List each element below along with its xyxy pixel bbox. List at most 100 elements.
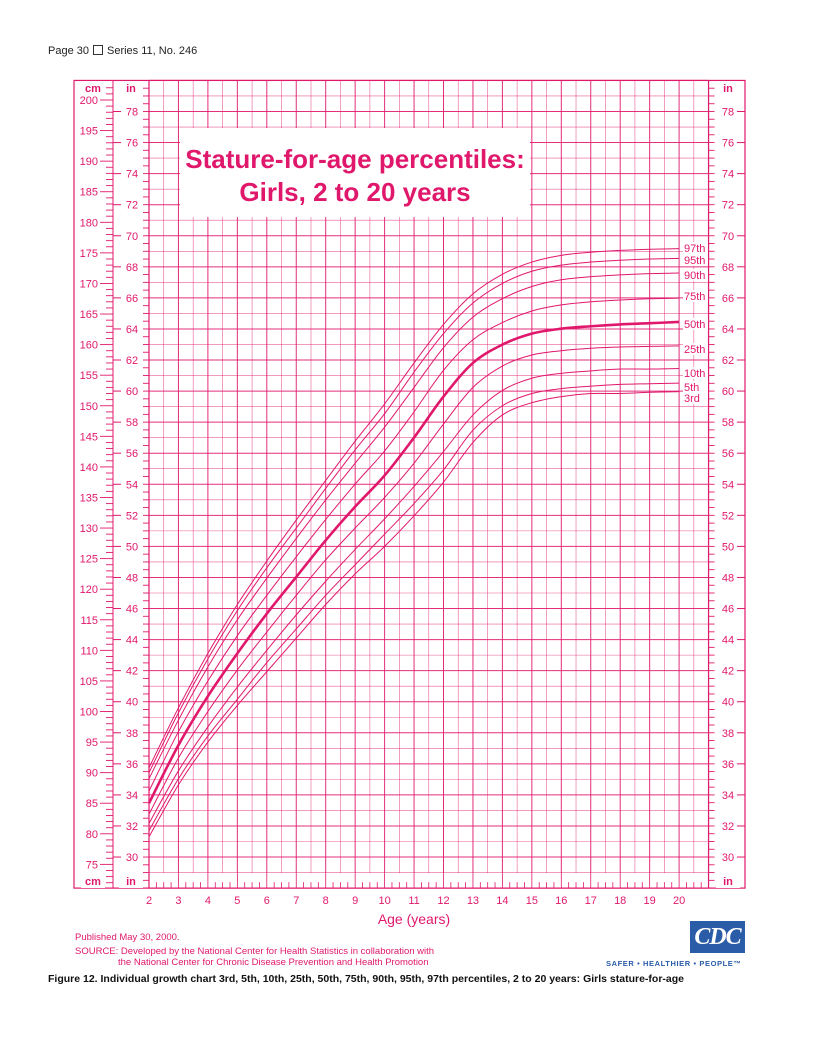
chart-title: Stature-for-age percentiles: [185, 144, 525, 174]
in-tick-label-left: 32 [126, 821, 138, 833]
x-tick-label: 16 [555, 895, 567, 907]
unit-label: in [126, 83, 136, 95]
curve-90th [148, 272, 680, 779]
in-tick-label-left: 60 [126, 386, 138, 398]
in-tick-label-right: 46 [722, 604, 734, 616]
in-tick-label-right: 72 [722, 200, 734, 212]
in-tick-label-left: 30 [126, 852, 138, 864]
cdc-tagline: SAFER • HEALTHIER • PEOPLE™ [606, 959, 742, 968]
x-tick-label: 17 [585, 895, 597, 907]
in-tick-label-left: 78 [126, 106, 138, 118]
x-tick-label: 8 [323, 895, 329, 907]
in-tick-label-right: 32 [722, 821, 734, 833]
in-tick-label-left: 64 [126, 324, 138, 336]
in-tick-label-right: 62 [722, 355, 734, 367]
x-tick-label: 4 [205, 895, 211, 907]
percentile-label-bg [683, 367, 708, 379]
in-tick-label-right: 58 [722, 417, 734, 429]
in-tick-label-left: 68 [126, 262, 138, 274]
curve-95th [148, 257, 680, 773]
in-tick-label-left: 44 [126, 635, 138, 647]
percentile-label-90th: 90th [684, 270, 705, 282]
in-tick-label-right: 64 [722, 324, 734, 336]
percentile-label-3rd: 3rd [684, 393, 700, 405]
in-tick-label-left: 42 [126, 666, 138, 678]
cm-tick-label: 170 [80, 278, 98, 290]
unit-label-bg [716, 874, 740, 888]
in-tick-label-left: 72 [126, 200, 138, 212]
x-tick-label: 13 [467, 895, 479, 907]
percentile-label-bg [683, 343, 708, 355]
percentile-label-bg [683, 242, 708, 254]
cm-tick-label: 80 [86, 829, 98, 841]
source-line-2: the National Center for Chronic Disease … [118, 957, 429, 968]
percentile-label-75th: 75th [684, 291, 705, 303]
unit-label: in [126, 876, 136, 888]
in-tick-label-right: 60 [722, 386, 734, 398]
cm-tick-label: 135 [80, 492, 98, 504]
page-number: Page 30 [48, 45, 89, 57]
in-tick-label-left: 62 [126, 355, 138, 367]
percentile-curves [147, 248, 680, 838]
cm-tick-label: 125 [80, 554, 98, 566]
in-tick-label-left: 70 [126, 231, 138, 243]
percentile-label-bg [683, 381, 708, 393]
in-tick-label-right: 42 [722, 666, 734, 678]
unit-label: cm [85, 876, 101, 888]
curve-5th [148, 382, 680, 831]
in-tick-label-left: 48 [126, 572, 138, 584]
cdc-logo: CDC [690, 921, 745, 953]
x-tick-label: 20 [673, 895, 685, 907]
unit-label-bg [81, 874, 105, 888]
in-tick-label-left: 34 [126, 790, 138, 802]
x-tick-label: 14 [496, 895, 508, 907]
cm-tick-label: 160 [80, 340, 98, 352]
cm-tick-label: 85 [86, 798, 98, 810]
separator-box-icon [92, 45, 103, 55]
in-tick-label-right: 56 [722, 448, 734, 460]
x-tick-label: 19 [644, 895, 656, 907]
in-tick-label-left: 38 [126, 728, 138, 740]
in-tick-label-right: 30 [722, 852, 734, 864]
curve-3rd [148, 391, 680, 838]
published-date: Published May 30, 2000. [75, 932, 180, 943]
unit-label-bg [119, 81, 143, 95]
cm-tick-label: 145 [80, 431, 98, 443]
cm-tick-label: 195 [80, 126, 98, 138]
x-tick-label: 2 [146, 895, 152, 907]
series-label: Series 11, No. 246 [106, 45, 198, 57]
curve-10th [148, 367, 680, 824]
curve-50th [147, 320, 680, 804]
unit-label: cm [85, 83, 101, 95]
cm-tick-label: 120 [80, 584, 98, 596]
curve-75th [148, 297, 680, 792]
in-tick-label-right: 68 [722, 262, 734, 274]
in-tick-label-right: 34 [722, 790, 734, 802]
cm-tick-label: 100 [80, 707, 98, 719]
unit-label-bg [716, 81, 740, 95]
percentile-label-bg [683, 254, 708, 266]
percentile-label-bg [683, 269, 708, 281]
in-tick-label-right: 40 [722, 697, 734, 709]
in-tick-label-right: 50 [722, 541, 734, 553]
in-tick-label-right: 76 [722, 138, 734, 150]
percentile-label-25th: 25th [684, 344, 705, 356]
in-tick-label-left: 76 [126, 138, 138, 150]
in-tick-label-left: 58 [126, 417, 138, 429]
percentile-label-10th: 10th [684, 368, 705, 380]
cm-tick-label: 110 [80, 645, 98, 657]
x-tick-label: 5 [234, 895, 240, 907]
x-tick-label: 3 [175, 895, 181, 907]
percentile-label-bg [683, 290, 708, 302]
cm-tick-label: 165 [80, 309, 98, 321]
figure-caption: Figure 12. Individual growth chart 3rd, … [48, 973, 685, 985]
unit-label: in [723, 83, 733, 95]
cm-tick-label: 190 [80, 156, 98, 168]
page-header: Page 30 Series 11, No. 246 [48, 45, 197, 57]
cm-tick-label: 95 [86, 737, 98, 749]
unit-label: in [723, 876, 733, 888]
x-tick-label: 10 [378, 895, 390, 907]
in-tick-label-right: 38 [722, 728, 734, 740]
in-tick-label-left: 54 [126, 479, 138, 491]
x-tick-label: 6 [264, 895, 270, 907]
